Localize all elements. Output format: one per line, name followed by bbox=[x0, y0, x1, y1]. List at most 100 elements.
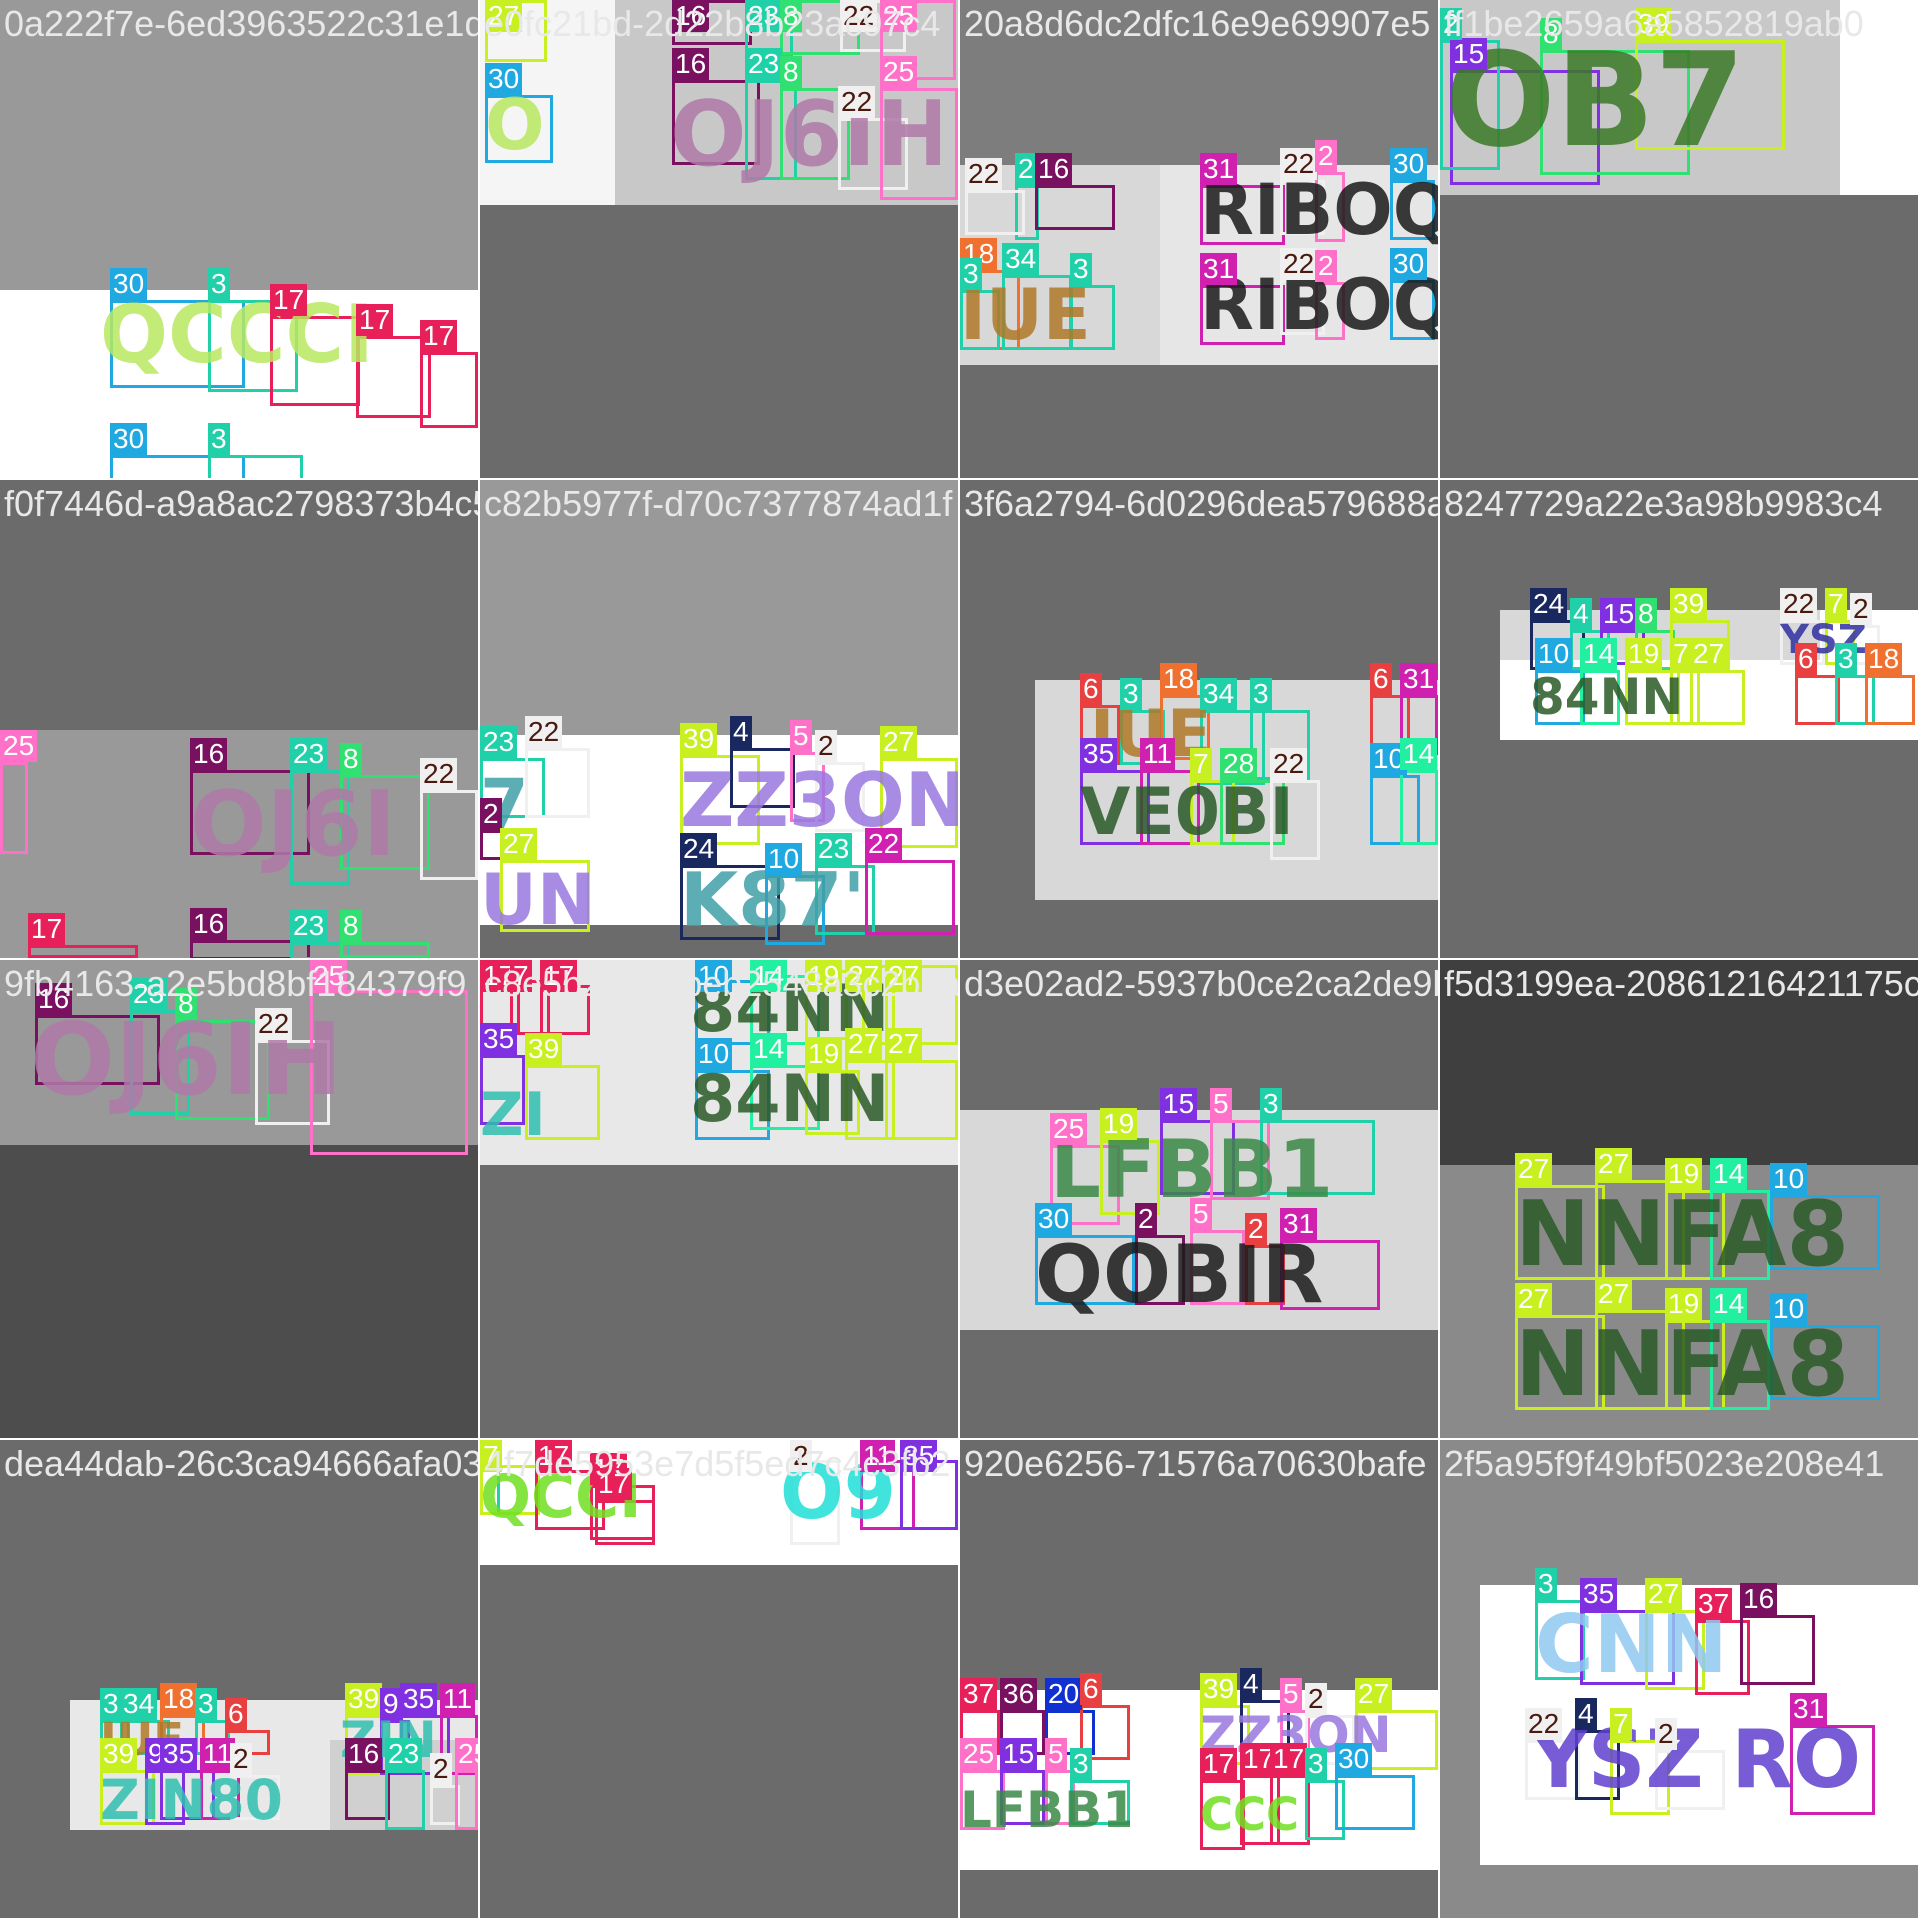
class-id-label: 17 bbox=[595, 1468, 633, 1500]
mosaic-tile: IUEZIN80ZIN33418363993511239935111623225… bbox=[0, 1440, 478, 1918]
class-id-label: 39 bbox=[1200, 1673, 1238, 1705]
class-id-label: 3 bbox=[195, 1688, 217, 1720]
bounding-box bbox=[255, 1040, 330, 1125]
class-id-label: 27 bbox=[885, 960, 923, 992]
class-id-label: 10 bbox=[1770, 1163, 1808, 1195]
class-id-label: 24 bbox=[1530, 588, 1568, 620]
mosaic-tile: OJ6IH O 27 30 16 23 8 22 25 16 23 8 22 25 e0fc21bd-2d2… bbox=[480, 0, 958, 478]
bounding-box bbox=[340, 942, 430, 958]
bounding-box bbox=[1050, 1145, 1120, 1225]
class-id-label: 22 bbox=[838, 86, 876, 118]
bounding-box bbox=[310, 990, 468, 1155]
class-id-label: 7 bbox=[1825, 588, 1847, 620]
bounding-box bbox=[1070, 1780, 1130, 1825]
image-region bbox=[0, 730, 478, 958]
bounding-box bbox=[1280, 280, 1325, 335]
class-id-label: 39 bbox=[680, 723, 718, 755]
bounding-box bbox=[500, 860, 590, 932]
mosaic-tile: 84NN YSZ 24 4 15 8 39 10 14 19 7 27 22 7 2 6 3 18 8247729a… bbox=[1440, 480, 1918, 958]
bounding-box bbox=[1740, 1615, 1815, 1685]
class-id-label: 27 bbox=[845, 960, 883, 992]
image-region bbox=[960, 1690, 1438, 1870]
class-id-label: 11 bbox=[860, 1440, 896, 1472]
bounding-box bbox=[1695, 1620, 1750, 1695]
class-id-label: 11 bbox=[1140, 738, 1176, 770]
captcha-text: 84NN bbox=[1530, 670, 1684, 725]
class-id-label: 27 bbox=[1355, 1678, 1393, 1710]
tile-filename: 20a8d6dc2dfc16e9e69907e5 bbox=[964, 3, 1431, 44]
bounding-box bbox=[1580, 670, 1620, 725]
class-id-label: 2 bbox=[230, 1743, 252, 1775]
class-id-label: 27 bbox=[845, 1028, 883, 1060]
class-id-label: 14 bbox=[1710, 1158, 1748, 1190]
class-id-label: 2 bbox=[790, 1440, 812, 1472]
bounding-box bbox=[1540, 50, 1690, 175]
class-id-label: 23 bbox=[815, 833, 853, 865]
class-id-label: 4 bbox=[1240, 1668, 1262, 1700]
bounding-box bbox=[1200, 285, 1285, 345]
captcha-text: ZIN80 bbox=[100, 1770, 283, 1830]
bounding-box bbox=[1450, 70, 1600, 185]
mosaic-tile: OJ6I 25 16 23 8 22 16 23 8 17 f0f7446d-a9a8ac27983… bbox=[0, 480, 478, 958]
class-id-label: 5 bbox=[1045, 1738, 1067, 1770]
class-id-label: 34 bbox=[1200, 678, 1238, 710]
class-id-label: 17 bbox=[270, 284, 308, 316]
class-id-label: 28 bbox=[1220, 748, 1258, 780]
bounding-box bbox=[1315, 282, 1345, 340]
class-id-label: 39 bbox=[100, 1738, 138, 1770]
captcha-text: NNFA8 bbox=[1515, 1182, 1850, 1287]
bounding-box bbox=[0, 762, 28, 854]
bounding-box bbox=[865, 860, 955, 935]
class-id-label: 22 bbox=[1270, 748, 1308, 780]
mosaic-tile: QCCCI 30 3 17 17 17 30 3 0a222f7e-6ed3963522c31e… bbox=[0, 0, 478, 478]
bounding-box bbox=[160, 1770, 215, 1820]
class-id-label: 19 bbox=[1665, 1158, 1703, 1190]
captcha-text: LFBB1 bbox=[960, 1781, 1130, 1839]
class-id-label: 19 bbox=[1665, 1288, 1703, 1320]
class-id-label: 17 bbox=[535, 1440, 573, 1472]
class-id-label: 14 bbox=[750, 1033, 788, 1065]
bounding-box bbox=[35, 1015, 160, 1085]
class-id-label: 10 bbox=[1770, 1293, 1808, 1325]
class-id-label: 27 bbox=[1595, 1148, 1633, 1180]
class-id-label: 10 bbox=[1535, 638, 1573, 670]
bounding-box bbox=[805, 1070, 860, 1135]
bounding-box bbox=[1690, 670, 1745, 725]
image-region bbox=[0, 290, 478, 478]
class-id-label: 5 bbox=[1190, 1198, 1212, 1230]
mosaic-tile: IUE RIBOQ RIBOQ 2 22 16 18 34 3 3 31 22 2 30 31 22 2 30 20… bbox=[960, 0, 1438, 478]
bounding-box bbox=[208, 455, 303, 478]
bounding-box bbox=[745, 80, 797, 180]
tile-filename: f0f7446d-a9a8ac2798373b4c5d bbox=[4, 483, 478, 524]
bounding-box bbox=[230, 1775, 280, 1820]
bounding-box bbox=[110, 300, 245, 388]
bounding-box bbox=[1220, 780, 1285, 845]
bounding-box bbox=[110, 455, 245, 478]
bounding-box bbox=[1305, 1780, 1345, 1840]
class-id-label: 17 bbox=[540, 960, 578, 992]
captcha-text: OJ6I bbox=[190, 772, 397, 877]
bounding-box bbox=[885, 1060, 958, 1140]
bounding-box bbox=[960, 1770, 1005, 1830]
class-id-label: 14 bbox=[1580, 638, 1618, 670]
bounding-box bbox=[1595, 1180, 1685, 1280]
captcha-text: O bbox=[485, 90, 545, 160]
tile-filename: 920e6256-71576a70630bafe bbox=[964, 1443, 1427, 1484]
bounding-box bbox=[130, 1010, 190, 1115]
class-id-label: 31 bbox=[1200, 253, 1238, 285]
class-id-label: 23 bbox=[745, 48, 783, 80]
class-id-label: 16 bbox=[672, 48, 710, 80]
class-id-label: 30 bbox=[1390, 248, 1428, 280]
captcha-text: RIBOQ bbox=[1200, 170, 1438, 250]
tile-filename: 9fb4163-a2e5bd8bf184379f9 bbox=[4, 963, 467, 1004]
bounding-box bbox=[1305, 1715, 1355, 1765]
class-id-label: 19 bbox=[1625, 638, 1663, 670]
captcha-text: 84NN bbox=[690, 1062, 890, 1137]
class-id-label: 16 bbox=[190, 738, 228, 770]
class-id-label: 19 bbox=[805, 1038, 843, 1070]
tile-filename: c8e5b26ae2beb2548a3c2b1a bbox=[484, 963, 958, 1004]
class-id-label: 22 bbox=[255, 1008, 293, 1040]
bounding-box bbox=[880, 88, 958, 200]
tile-filename: f5d3199ea-20861216421175c5 bbox=[1444, 963, 1918, 1004]
